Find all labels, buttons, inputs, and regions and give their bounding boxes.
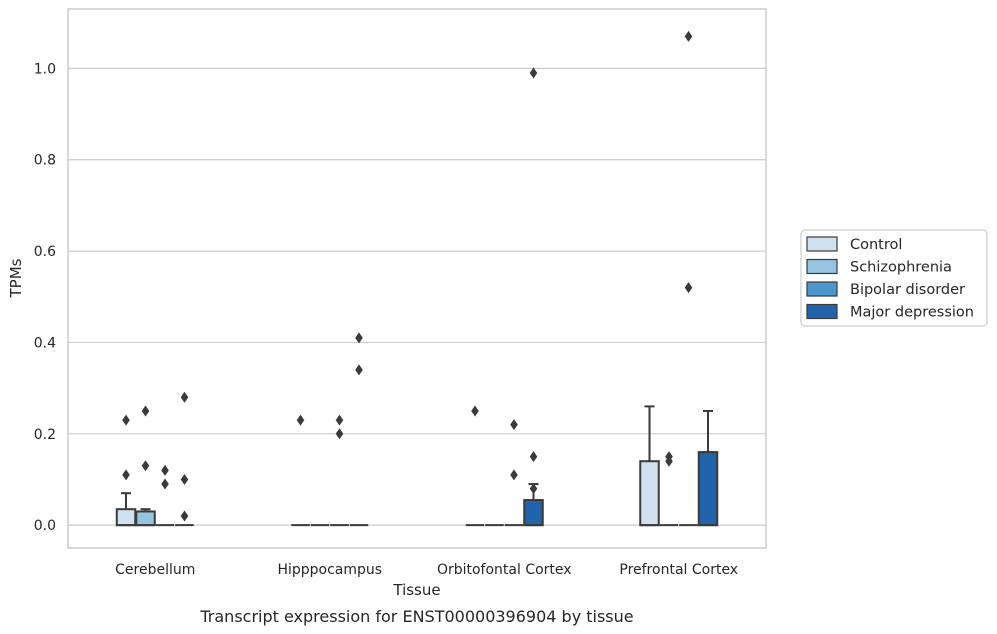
legend-swatch — [806, 281, 838, 297]
outlier-point — [529, 483, 538, 495]
box — [697, 451, 719, 527]
box-plot-group — [465, 405, 485, 527]
outlier-point — [122, 469, 130, 481]
outlier-point — [335, 428, 344, 440]
x-tick-label: Hipppocampus — [277, 562, 382, 578]
outlier-point — [665, 451, 673, 463]
outlier-point — [684, 30, 693, 42]
legend-swatch — [806, 303, 838, 320]
outlier-point — [684, 282, 693, 294]
plot-frame — [67, 8, 767, 549]
box-plot-group — [155, 464, 175, 527]
box-series — [115, 30, 719, 527]
box — [115, 508, 137, 527]
outlier-point — [510, 469, 518, 481]
legend-label: Bipolar disorder — [850, 282, 965, 298]
legend-label: Schizophrenia — [850, 260, 952, 276]
box — [135, 510, 156, 527]
outlier-point — [335, 414, 344, 426]
outlier-point — [529, 451, 538, 463]
box-plot-group — [523, 67, 544, 527]
box-plot-group — [175, 391, 194, 527]
x-tick-label: Orbitofontal Cortex — [437, 562, 572, 578]
y-tick-labels: 0.0 0.2 0.4 0.6 0.8 1.0 — [34, 61, 56, 534]
box — [639, 460, 660, 527]
box-plot-group — [504, 419, 524, 527]
box-plot-group — [349, 332, 369, 527]
y-tick-label: 0.2 — [34, 427, 56, 443]
y-axis-label: TPMs — [7, 258, 25, 298]
y-tick-label: 1.0 — [34, 61, 56, 77]
x-axis-label: Tissue — [392, 581, 440, 599]
outlier-point — [355, 364, 363, 376]
box-plot-group — [291, 414, 310, 527]
box — [523, 499, 544, 527]
y-tick-label: 0.8 — [34, 153, 56, 169]
legend: Control Schizophrenia Bipolar disorder Majo… — [800, 229, 988, 327]
y-tick-label: 0.6 — [34, 244, 56, 260]
box-plot-group — [659, 451, 679, 527]
box-plot-group — [697, 409, 719, 527]
outlier-point — [141, 460, 150, 472]
legend-frame — [800, 229, 988, 327]
outlier-point — [161, 464, 169, 476]
outlier-point — [180, 391, 189, 403]
legend-label: Major depression — [850, 305, 974, 321]
outlier-point — [180, 510, 189, 522]
x-tick-label: Cerebellum — [115, 562, 195, 578]
outlier-point — [355, 332, 363, 344]
outlier-point — [122, 414, 130, 426]
legend-swatch — [806, 258, 838, 275]
box-plot-group — [115, 414, 137, 527]
legend-swatch — [806, 236, 838, 252]
outlier-point — [529, 67, 538, 79]
outlier-point — [510, 419, 518, 431]
outlier-point — [180, 473, 189, 485]
legend-label: Control — [850, 237, 902, 253]
y-tick-label: 0.4 — [34, 335, 56, 351]
x-tick-labels: Cerebellum Hipppocampus Orbitofontal Corte… — [115, 562, 738, 578]
box-plot-group — [330, 414, 349, 527]
box-plot-group — [135, 405, 156, 527]
outlier-point — [161, 478, 169, 490]
box-plot-group — [679, 30, 698, 527]
outlier-point — [141, 405, 150, 417]
outlier-point — [296, 414, 305, 426]
y-tick-label: 0.0 — [34, 518, 56, 534]
x-tick-label: Prefrontal Cortex — [619, 562, 738, 578]
chart-caption: Transcript expression for ENST0000039690… — [199, 607, 633, 626]
box-plot-group — [639, 405, 660, 527]
outlier-point — [471, 405, 479, 417]
